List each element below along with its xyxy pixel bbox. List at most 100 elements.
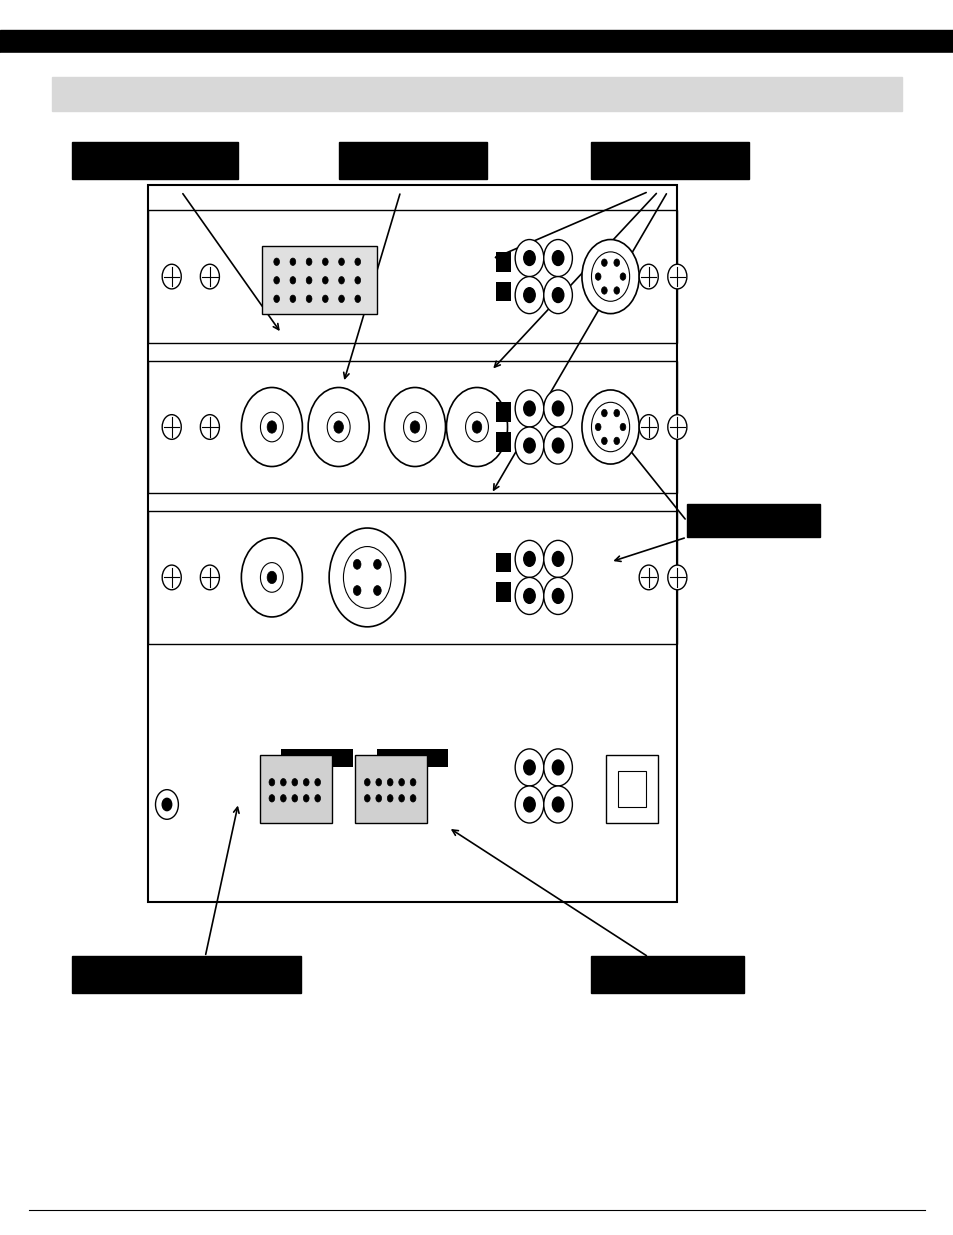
Bar <box>496 282 511 301</box>
Circle shape <box>515 277 543 314</box>
Circle shape <box>639 415 658 440</box>
Circle shape <box>543 785 572 823</box>
Circle shape <box>600 287 606 294</box>
Circle shape <box>552 552 563 567</box>
Bar <box>496 583 511 603</box>
Circle shape <box>374 585 381 595</box>
Circle shape <box>523 401 535 416</box>
Circle shape <box>523 797 535 811</box>
Circle shape <box>614 287 618 294</box>
Circle shape <box>581 240 639 314</box>
Circle shape <box>552 760 563 774</box>
Circle shape <box>667 264 686 289</box>
Circle shape <box>595 424 600 431</box>
Bar <box>148 361 677 493</box>
Circle shape <box>322 295 328 303</box>
Circle shape <box>375 778 381 785</box>
Bar <box>496 553 511 573</box>
Bar <box>262 246 376 314</box>
Circle shape <box>241 538 302 618</box>
Circle shape <box>472 421 481 433</box>
Circle shape <box>260 563 283 593</box>
Bar <box>376 748 448 767</box>
Circle shape <box>515 240 543 277</box>
Circle shape <box>338 295 344 303</box>
Circle shape <box>667 566 686 590</box>
Circle shape <box>398 794 404 802</box>
Circle shape <box>398 778 404 785</box>
Circle shape <box>614 259 618 267</box>
Bar <box>338 142 486 179</box>
Circle shape <box>375 794 381 802</box>
Circle shape <box>334 421 343 433</box>
Circle shape <box>601 259 607 267</box>
Circle shape <box>290 258 295 266</box>
Circle shape <box>353 585 360 595</box>
Circle shape <box>314 778 320 785</box>
Circle shape <box>552 288 563 303</box>
Circle shape <box>543 578 572 615</box>
Bar <box>591 142 748 179</box>
Circle shape <box>353 559 360 569</box>
Circle shape <box>200 415 219 440</box>
Circle shape <box>306 258 312 266</box>
Bar <box>71 956 300 993</box>
Circle shape <box>329 529 405 627</box>
Circle shape <box>290 295 295 303</box>
Circle shape <box>364 778 370 785</box>
Circle shape <box>552 589 563 604</box>
Circle shape <box>306 277 312 284</box>
Circle shape <box>269 778 274 785</box>
Circle shape <box>410 794 416 802</box>
Circle shape <box>515 578 543 615</box>
Bar <box>259 755 332 823</box>
Circle shape <box>465 412 488 442</box>
Circle shape <box>155 789 178 819</box>
Circle shape <box>591 252 629 301</box>
Circle shape <box>338 277 344 284</box>
Circle shape <box>303 794 309 802</box>
Circle shape <box>543 390 572 427</box>
Circle shape <box>543 277 572 314</box>
Circle shape <box>292 794 297 802</box>
Circle shape <box>162 264 181 289</box>
Circle shape <box>269 794 274 802</box>
Circle shape <box>523 251 535 266</box>
Circle shape <box>552 401 563 416</box>
Circle shape <box>543 541 572 578</box>
Bar <box>52 77 901 111</box>
Circle shape <box>515 785 543 823</box>
Circle shape <box>523 438 535 453</box>
Circle shape <box>639 566 658 590</box>
Circle shape <box>523 760 535 774</box>
Circle shape <box>619 424 625 431</box>
Circle shape <box>614 409 618 416</box>
Circle shape <box>384 388 445 467</box>
Circle shape <box>292 778 297 785</box>
Circle shape <box>267 572 276 584</box>
Circle shape <box>314 794 320 802</box>
Circle shape <box>241 388 302 467</box>
Circle shape <box>614 437 618 445</box>
Circle shape <box>338 258 344 266</box>
Circle shape <box>667 415 686 440</box>
Circle shape <box>303 778 309 785</box>
Circle shape <box>308 388 369 467</box>
Circle shape <box>387 778 393 785</box>
Circle shape <box>306 295 312 303</box>
Circle shape <box>552 251 563 266</box>
Bar <box>605 755 658 823</box>
Bar <box>0 53 953 57</box>
Circle shape <box>515 427 543 464</box>
Circle shape <box>600 437 606 445</box>
Circle shape <box>515 748 543 785</box>
Circle shape <box>355 258 360 266</box>
Circle shape <box>274 295 279 303</box>
Circle shape <box>515 541 543 578</box>
Circle shape <box>322 277 328 284</box>
Circle shape <box>322 258 328 266</box>
Circle shape <box>162 566 181 590</box>
Circle shape <box>552 797 563 811</box>
Circle shape <box>374 559 381 569</box>
Circle shape <box>274 258 279 266</box>
